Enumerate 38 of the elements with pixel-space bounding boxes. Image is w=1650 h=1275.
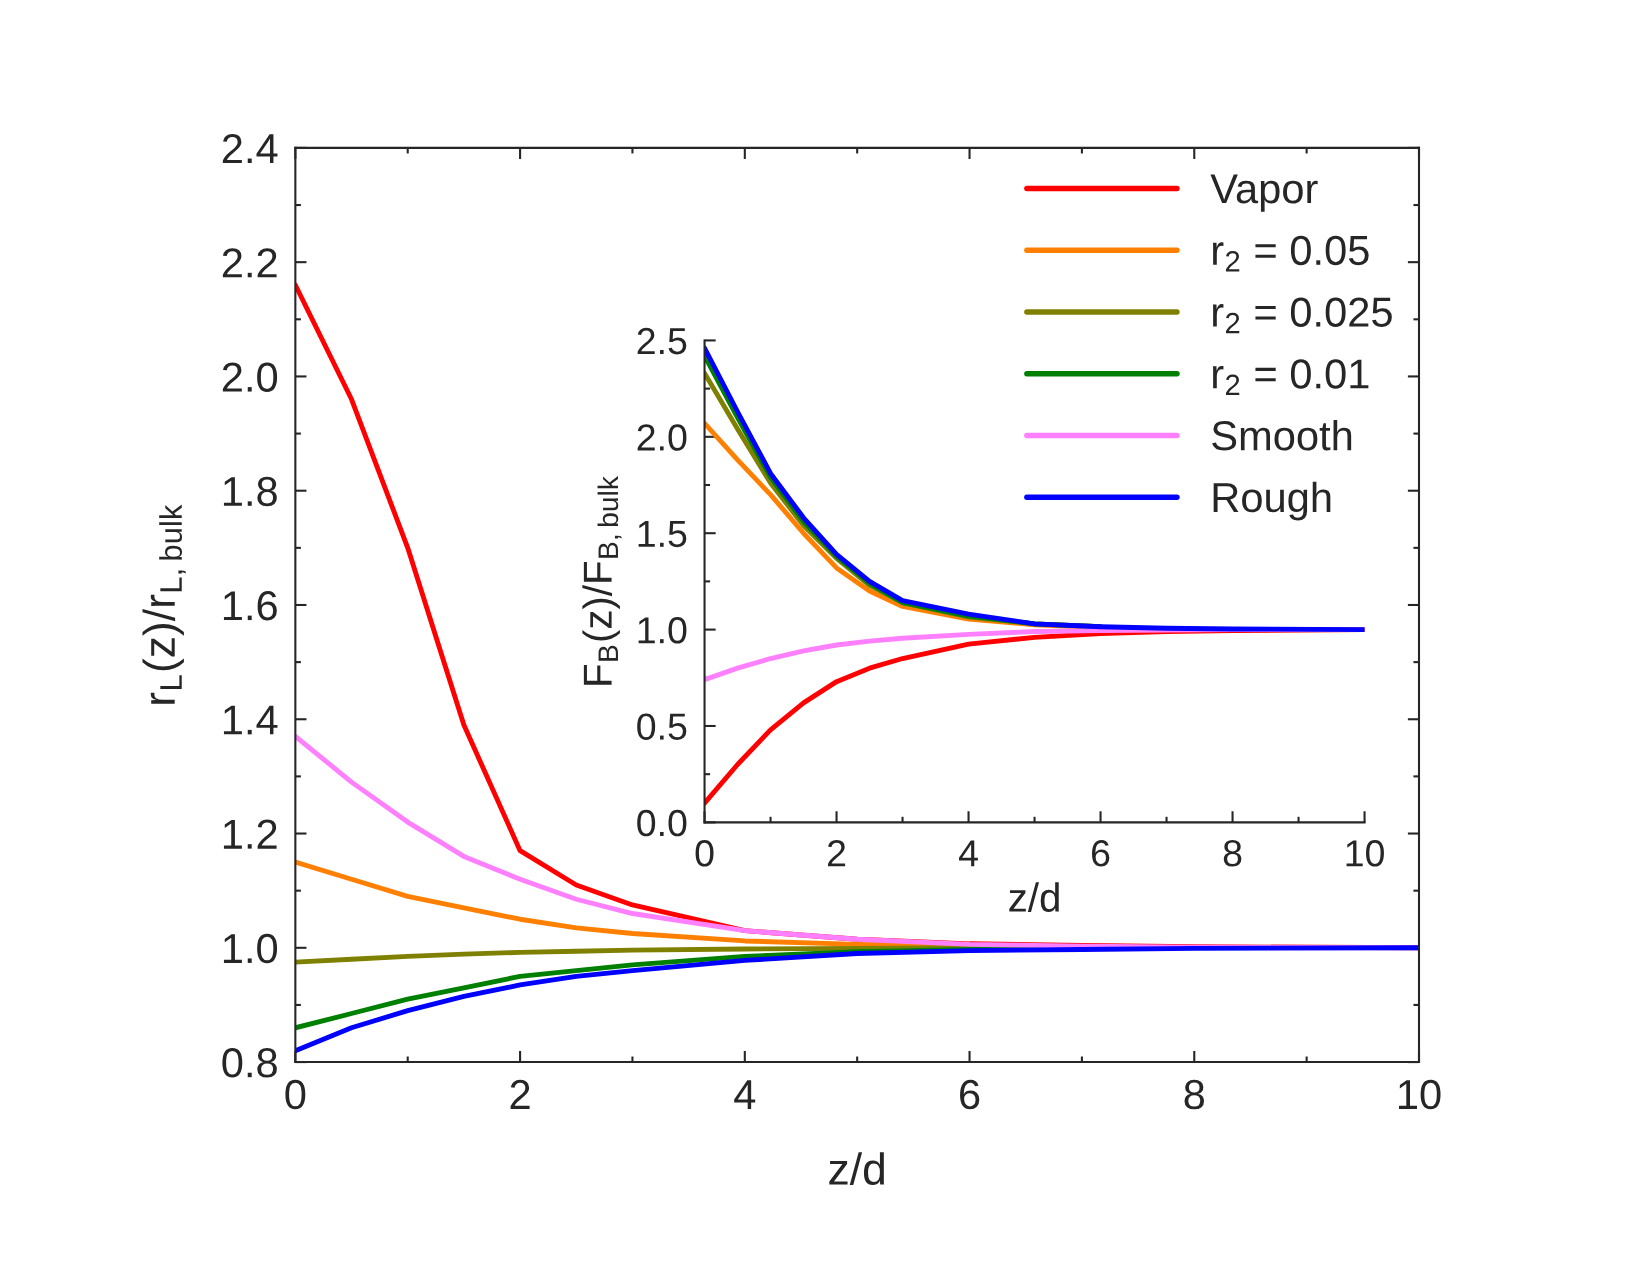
y-tick-label: 2.4 — [222, 133, 278, 163]
x-tick-label: 2 — [828, 840, 846, 867]
y-tick-label: 0.5 — [637, 713, 687, 740]
x-tick-label: 10 — [1399, 1079, 1441, 1110]
legend-label: Smooth — [1212, 419, 1352, 451]
x-tick-label: 0 — [695, 840, 714, 867]
y-tick-label: 1.0 — [638, 617, 687, 644]
legend-label: r$_{2}$ = 0.025 — [1213, 297, 1392, 334]
y-tick-label: 2.0 — [637, 424, 687, 451]
y-tick-label: 2.2 — [222, 248, 277, 278]
legend-label: Rough — [1213, 481, 1331, 521]
x-tick-label: 4 — [958, 840, 978, 867]
x-tick-label: 6 — [960, 1079, 980, 1110]
y-tick-label: 1.4 — [223, 705, 278, 735]
x-tick-label: 8 — [1223, 840, 1242, 867]
x-tick-label: 10 — [1346, 840, 1384, 867]
x-axis-title: z/d — [1009, 882, 1059, 912]
legend-label: Vapor — [1210, 174, 1318, 212]
y-tick-label: 1.5 — [638, 520, 687, 548]
y-tick-label: 2.0 — [222, 362, 278, 392]
x-tick-label: 8 — [1184, 1079, 1205, 1110]
line-series — [295, 945, 1419, 1054]
y-tick-label: 1.2 — [223, 819, 277, 849]
x-tick-label: 4 — [734, 1080, 756, 1109]
y-axis-title: F$_{B}$(z)/F$_{B,bulk}$ — [582, 476, 622, 685]
y-tick-label: 1.8 — [223, 476, 277, 507]
y-axis-title: r$_{L}$(z)/r$_{L,bulk}$ — [142, 504, 186, 704]
x-axis-title: z/d — [829, 1152, 884, 1185]
x-tick-label: 2 — [510, 1079, 530, 1109]
x-tick-label: 6 — [1092, 840, 1110, 867]
y-tick-label: 1.6 — [223, 590, 277, 621]
y-tick-label: 0.0 — [637, 809, 687, 837]
y-tick-label: 1.0 — [223, 933, 278, 964]
x-tick-label: 0 — [285, 1079, 306, 1110]
legend-label: r$_{2}$ = 0.01 — [1213, 359, 1369, 395]
legend-label: r$_{2}$ = 0.05 — [1213, 235, 1369, 272]
y-tick-label: 2.5 — [637, 327, 687, 355]
y-tick-label: 0.8 — [222, 1048, 277, 1078]
